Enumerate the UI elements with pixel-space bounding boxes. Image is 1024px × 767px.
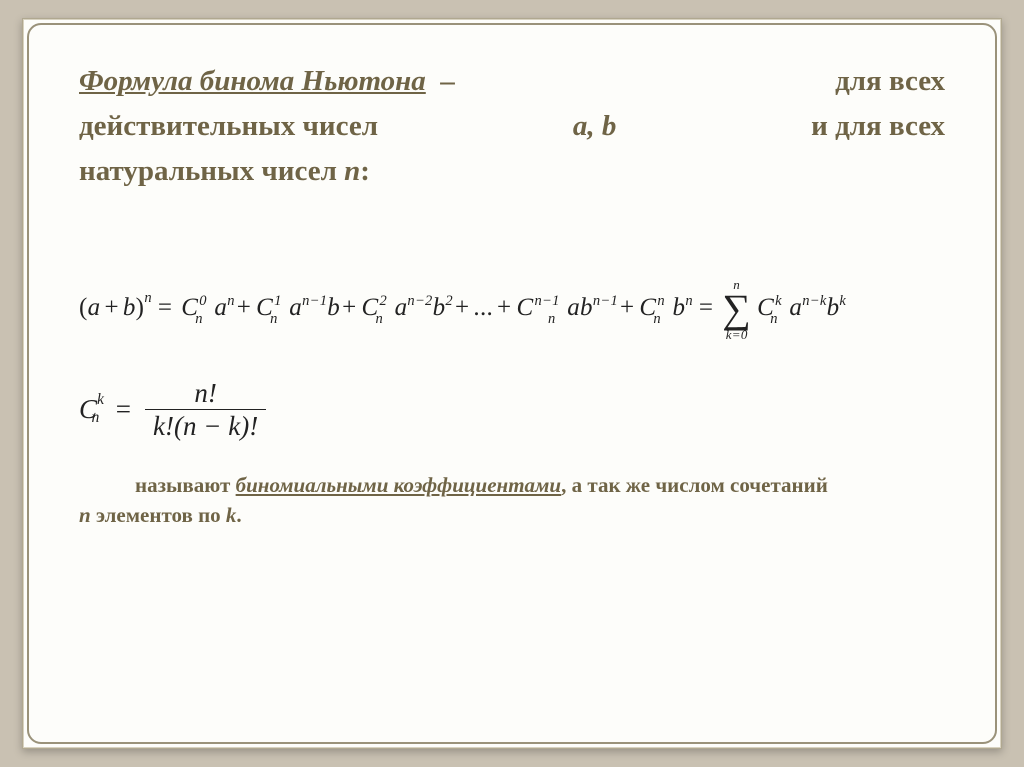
- intro-line2a: действительных чисел: [79, 104, 378, 149]
- concl-n: n: [79, 503, 91, 527]
- concl-term: биномиальными коэффициентами: [236, 473, 562, 497]
- binomial-formula: (a+b)n = C0nan + C1nan−1b + C2nan−2b2 + …: [79, 282, 945, 334]
- intro-line3a: натуральных чисел: [79, 155, 337, 187]
- plus-2: +: [453, 294, 471, 322]
- sigma: n ∑ k=0: [722, 278, 751, 341]
- slide-outer: Формула бинома Ньютона – для всех действ…: [22, 18, 1002, 749]
- intro-dash: –: [440, 65, 455, 97]
- sigma-glyph: ∑: [722, 292, 751, 326]
- term-n: Cnnbn: [636, 294, 692, 322]
- eq1: =: [152, 294, 178, 322]
- lhs-close: ): [136, 294, 145, 322]
- lhs-open: (: [79, 294, 88, 322]
- plus-4: +: [618, 294, 636, 322]
- intro-colon: :: [360, 155, 370, 187]
- term-2: C2nan−2b2: [359, 294, 453, 322]
- concl-period: .: [236, 503, 241, 527]
- concl-mid: , а так же числом сочетаний: [561, 473, 828, 497]
- conclusion: называют биномиальными коэффициентами, а…: [79, 470, 945, 531]
- term-sigma: Cknan−kbk: [754, 294, 846, 322]
- plus-3: +: [495, 294, 513, 322]
- lhs-a: a: [88, 294, 101, 322]
- intro-paragraph: Формула бинома Ньютона – для всех действ…: [79, 59, 945, 194]
- title-underlined: Формула бинома Ньютона: [79, 65, 426, 97]
- term-nm1: Cn−1nabn−1: [513, 294, 618, 322]
- slide-inner: Формула бинома Ньютона – для всех действ…: [27, 23, 997, 744]
- intro-line1-tail: для всех: [835, 59, 945, 104]
- coef-den: k!(n − k)!: [145, 410, 266, 440]
- coef-sup: k: [97, 391, 104, 409]
- lhs-plus: +: [100, 294, 122, 322]
- coef-num: n!: [168, 379, 243, 409]
- intro-line2c: и для всех: [811, 104, 945, 149]
- plus-0: +: [235, 294, 253, 322]
- coef-fraction: n! k!(n − k)!: [145, 379, 266, 441]
- coef-sub: n: [91, 409, 99, 427]
- concl-lead: называют: [135, 473, 230, 497]
- eq2: =: [693, 294, 719, 322]
- lhs-b: b: [123, 294, 136, 322]
- concl-l2b: элементов по: [91, 503, 226, 527]
- term-1: C1nan−1b: [253, 294, 340, 322]
- intro-line2b: a, b: [573, 104, 617, 149]
- concl-k: k: [226, 503, 237, 527]
- coef-eq: =: [112, 394, 139, 425]
- term-0: C0nan: [178, 294, 234, 322]
- lhs-exp: n: [144, 290, 152, 307]
- sigma-bot: k=0: [726, 328, 748, 341]
- dots: ...: [471, 294, 495, 322]
- coefficient-formula: Ckn = n! k!(n − k)!: [79, 380, 945, 440]
- plus-1: +: [340, 294, 358, 322]
- intro-var-n: n: [344, 155, 360, 187]
